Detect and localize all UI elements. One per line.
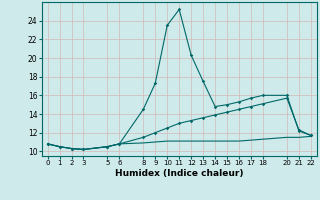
X-axis label: Humidex (Indice chaleur): Humidex (Indice chaleur) [115, 169, 244, 178]
